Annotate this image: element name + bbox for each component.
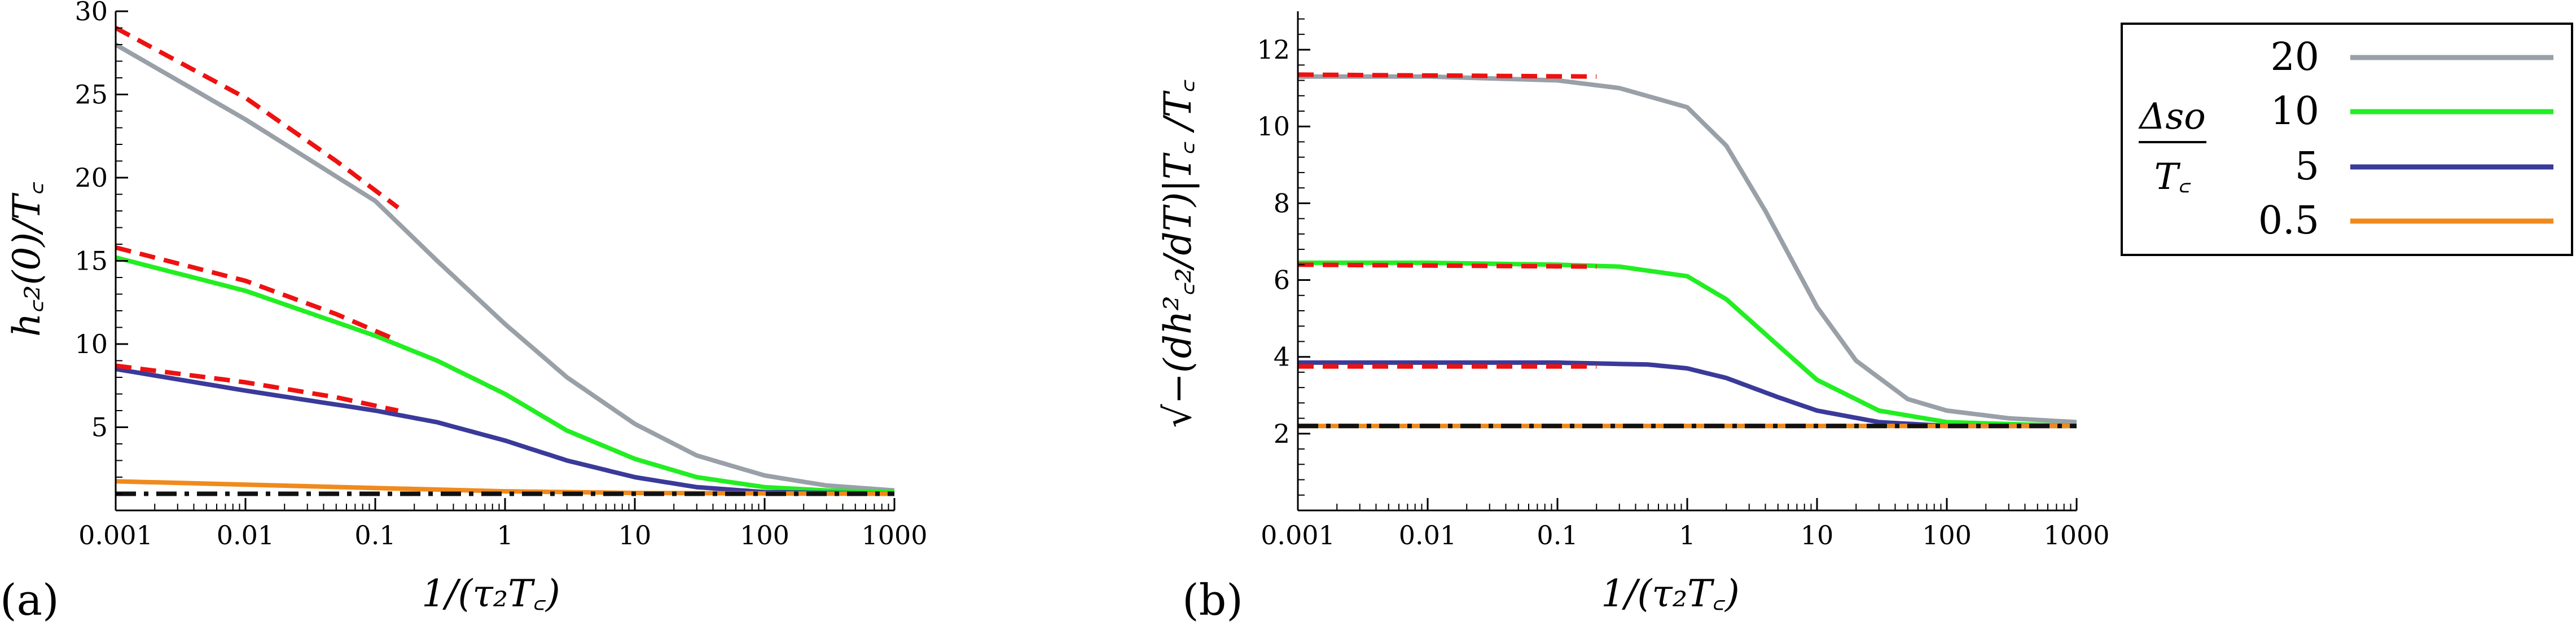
legend-entries: 20 10 5 0.5 [2258,35,2553,243]
panel-b-x-tick-label: 10 [1801,520,1834,550]
panel-b-label: (b) [1182,575,1243,625]
panel-b-axes: 0.001 0.01 0.1 1 10 100 1000 2 4 6 8 10 12 [1257,11,2110,550]
panel-a-x-tick-label: 1000 [861,520,927,550]
panel-b-x-tick-label: 100 [1922,520,1972,550]
panel-a-x-tick-label: 0.1 [354,520,396,550]
panel-a-series-line-5 [115,367,895,496]
panel-b-y-axis-label: √−(dh²꜀₂/dT)|T꜀ /T꜀ [1156,80,1200,428]
panel-a-y-tick-label: 20 [74,162,108,193]
legend-entry-label: 0.5 [2258,199,2319,243]
panel-a-series-line-20 [114,42,895,493]
panel-b-series-line-5 [1298,360,2077,429]
legend: Δso T꜀ 20 10 5 0.5 [2121,23,2573,256]
panel-b-y-tick-label: 4 [1274,342,1290,372]
panel-a-x-axis-label: 1/(τ₂T꜀) [422,572,560,615]
panel-a-y-tick-label: 30 [74,0,108,27]
panel-b-x-tick-label: 1000 [2043,520,2109,550]
panel-a-x-tick-label: 1 [497,520,513,550]
panel-a-asymptote-dashed-line [115,25,400,210]
panel-a-y-tick-label: 10 [74,329,108,359]
panel-a-x-tick-label: 0.001 [78,520,153,550]
panel-b-y-tick-label: 2 [1274,418,1290,449]
panel-b-asymptote-dashed-line [1297,72,1597,79]
panel-a-x-tick-label: 0.01 [217,520,274,550]
legend-box [2121,23,2573,256]
panel-a-y-tick-label: 5 [91,412,108,443]
panel-b-plot-area [1297,72,2077,429]
panel-b-y-tick-label: 8 [1274,188,1290,218]
panel-b-x-tick-label: 0.01 [1399,520,1456,550]
panel-a-asymptote-dashed-line [115,245,400,343]
panel-b-x-tick-label: 0.001 [1261,520,1335,550]
panel-a-label: (a) [0,575,59,625]
panel-a-axes: 0.001 0.01 0.1 1 10 100 1000 5 10 15 20 25 30 [74,0,927,550]
panel-a-series-line-10 [115,255,895,495]
panel-b-y-tick-label: 6 [1274,265,1290,296]
legend-title-denominator: T꜀ [2154,156,2192,198]
panel-b-y-tick-label: 10 [1257,111,1290,142]
panel-b-series-line-20 [1298,74,2077,425]
panel-b-x-tick-label: 0.1 [1537,520,1578,550]
panel-b-x-tick-label: 1 [1679,520,1695,550]
panel-b-asymptote-dashed-line [1297,262,1597,269]
panel-a-x-tick-label: 100 [740,520,789,550]
legend-entry-label: 10 [2270,89,2319,134]
panel-a-plot-area [114,25,895,496]
panel-b-x-axis-label: 1/(τ₂T꜀) [1601,572,1740,615]
panel-a-asymptote-dashed-line [115,363,399,413]
panel-a: 0.001 0.01 0.1 1 10 100 1000 5 10 15 20 25 30 1/(τ₂T… [0,0,928,625]
panel-a-y-tick-label: 15 [74,246,108,276]
legend-entry-label: 20 [2270,35,2319,80]
legend-title-numerator: Δso [2138,96,2206,138]
panel-b-y-tick-label: 12 [1257,34,1290,65]
legend-entry-label: 5 [2295,144,2319,189]
panel-b-series-line-10 [1298,260,2077,429]
panel-a-x-tick-label: 10 [618,520,652,550]
panel-a-y-tick-label: 25 [74,80,108,110]
panel-a-series-line-0_5 [115,479,894,496]
panel-a-y-axis-label: h꜀₂(0)/T꜀ [5,182,49,337]
